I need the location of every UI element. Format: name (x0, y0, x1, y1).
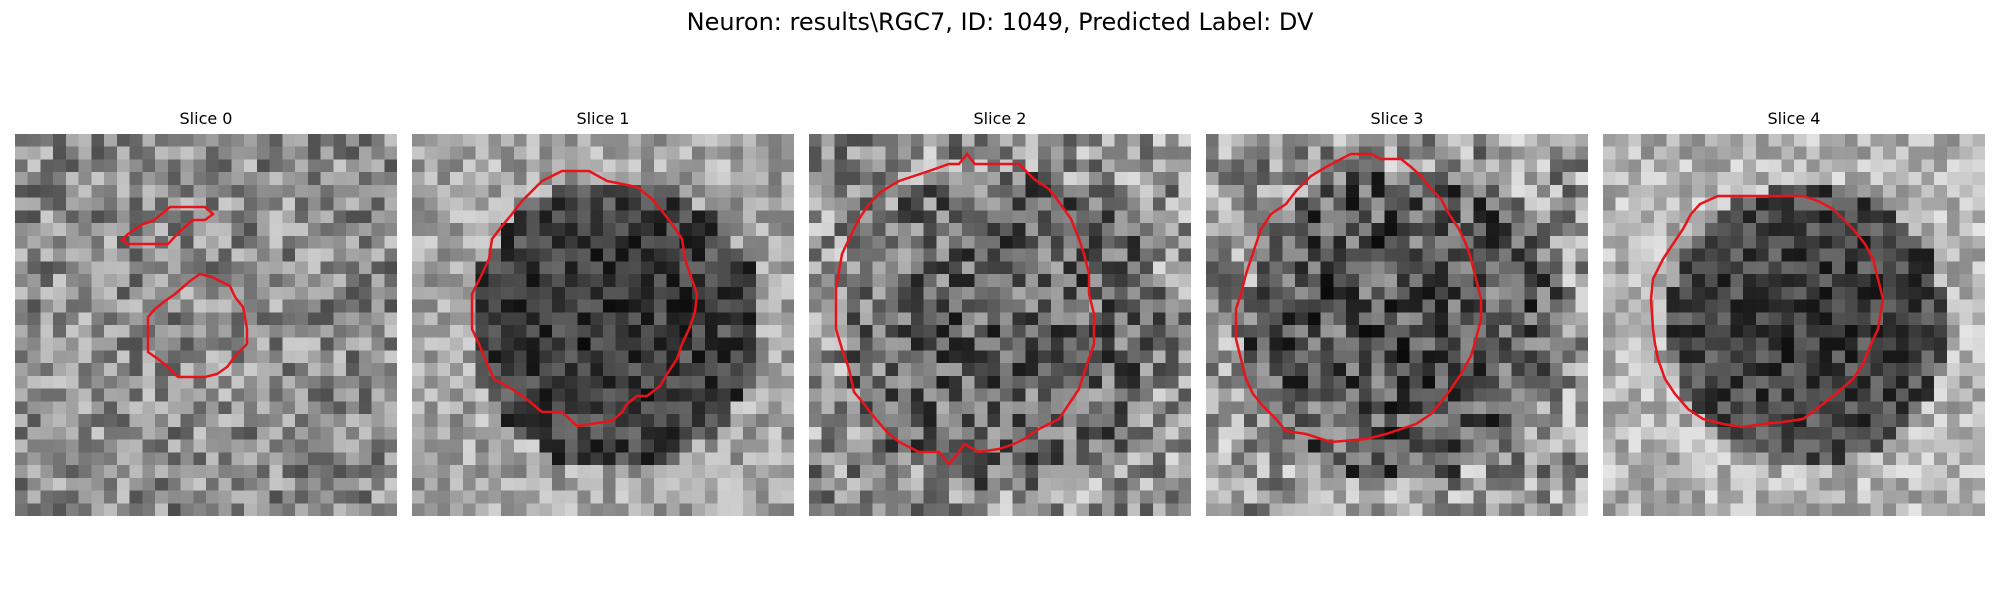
segmentation-contour (470, 169, 699, 428)
figure-title: Neuron: results\RGC7, ID: 1049, Predicte… (686, 8, 1314, 36)
contour-overlay (1649, 194, 1885, 429)
grayscale-patch (15, 134, 397, 516)
slice-image (809, 134, 1191, 516)
segmentation-contour (834, 151, 1096, 466)
grayscale-patch (1206, 134, 1588, 516)
grayscale-patch (412, 134, 794, 516)
segmentation-contour (120, 205, 215, 246)
contour-overlay (120, 205, 249, 379)
slice-image (412, 134, 794, 516)
slice-panel: Slice 1 (412, 108, 794, 516)
segmentation-contour (1649, 194, 1885, 429)
slice-image (1206, 134, 1588, 516)
slice-image (15, 134, 397, 516)
slice-title: Slice 3 (1370, 109, 1424, 128)
slice-panel: Slice 4 (1603, 108, 1985, 516)
contour-overlay (1234, 152, 1483, 444)
contour-overlay (834, 151, 1096, 466)
slice-panel: Slice 3 (1206, 108, 1588, 516)
slice-title: Slice 4 (1767, 109, 1821, 128)
segmentation-contour (1234, 152, 1483, 444)
slice-title: Slice 1 (576, 109, 630, 128)
slice-panel: Slice 2 (809, 108, 1191, 516)
slice-title: Slice 0 (179, 109, 233, 128)
segmentation-contour (146, 272, 249, 379)
grayscale-patch (809, 134, 1191, 516)
slice-image (1603, 134, 1985, 516)
contour-overlay (470, 169, 699, 428)
grayscale-patch (1603, 134, 1985, 516)
slice-panel: Slice 0 (15, 108, 397, 516)
slice-title: Slice 2 (973, 109, 1027, 128)
